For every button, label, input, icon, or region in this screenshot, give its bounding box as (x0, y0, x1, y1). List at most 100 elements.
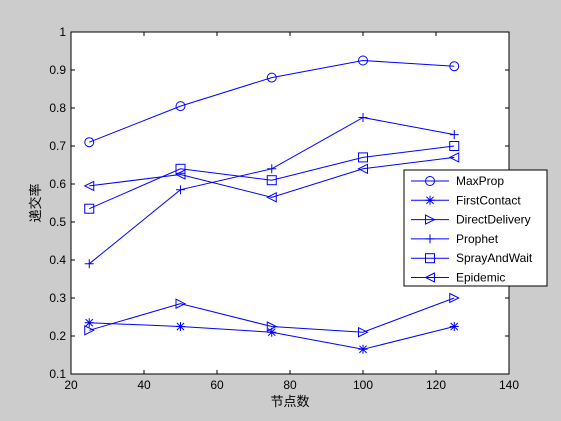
triangle-right-marker (358, 326, 369, 338)
plus-marker (267, 164, 277, 174)
legend-label: FirstContact (456, 193, 521, 207)
data-point (84, 137, 95, 148)
data-point (358, 326, 369, 338)
square-marker (449, 141, 460, 151)
y-tick-label: 0.7 (49, 139, 66, 153)
data-point (175, 298, 187, 310)
legend-entry-sprayandwait: SprayAndWait (411, 251, 533, 265)
data-point (449, 322, 459, 331)
square-marker (266, 175, 277, 186)
series-prophet (84, 113, 459, 269)
data-point (267, 164, 277, 174)
y-tick-label: 0.6 (49, 177, 66, 191)
data-point (266, 175, 277, 186)
circle-marker (84, 137, 95, 148)
y-tick-label: 0.5 (49, 215, 66, 229)
triangle-left-marker (266, 191, 277, 203)
data-point (449, 61, 460, 72)
data-point (357, 163, 368, 175)
asterisk-marker (425, 195, 435, 205)
asterisk-marker (176, 322, 185, 331)
data-point (175, 101, 186, 112)
data-point (358, 55, 368, 66)
asterisk-marker (449, 322, 459, 331)
data-point (449, 292, 460, 304)
legend-box (403, 169, 548, 287)
legend-label: SprayAndWait (456, 251, 533, 265)
square-marker (425, 253, 435, 264)
y-tick-label: 0.2 (49, 329, 66, 343)
series-maxprop (84, 55, 460, 148)
x-tick-label: 140 (499, 378, 519, 392)
asterisk-marker (358, 344, 368, 354)
plus-marker (449, 130, 459, 140)
legend-entry-maxprop: MaxProp (411, 174, 504, 188)
y-tick-label: 0.8 (49, 101, 66, 115)
x-axis-label: 节点数 (270, 394, 309, 409)
legend-label: Epidemic (456, 271, 505, 285)
legend-entry-directdelivery: DirectDelivery (411, 213, 531, 227)
legend: MaxProp FirstContact DirectDelivery Prophet… (403, 169, 548, 287)
data-point (176, 322, 185, 331)
square-marker (358, 152, 368, 163)
data-point (449, 130, 459, 140)
series-line-directdelivery (89, 297, 455, 333)
series-sprayandwait (84, 141, 460, 214)
legend-entry-firstcontact: FirstContact (411, 193, 521, 207)
circle-marker (266, 72, 277, 83)
y-tick-label: 1 (59, 25, 66, 39)
x-tick-label: 60 (210, 378, 224, 392)
series-line-sprayandwait (89, 145, 455, 210)
data-point (358, 152, 368, 163)
data-point (266, 321, 278, 332)
triangle-left-marker (174, 169, 186, 180)
triangle-right-marker (84, 324, 95, 336)
x-tick-label: 120 (426, 378, 446, 392)
legend-label: MaxProp (456, 174, 504, 188)
data-point (358, 344, 368, 354)
series-layer (83, 55, 460, 354)
triangle-right-marker (449, 292, 460, 304)
data-point (84, 259, 94, 269)
data-point (84, 203, 95, 214)
y-axis-label: 递交率 (28, 183, 43, 222)
triangle-right-marker (266, 321, 278, 332)
triangle-right-marker (425, 214, 436, 225)
y-tick-label: 0.1 (49, 367, 66, 381)
legend-label: DirectDelivery (456, 213, 531, 227)
triangle-left-marker (83, 180, 95, 192)
series-epidemic (83, 152, 460, 203)
series-firstcontact (84, 318, 459, 354)
series-line-maxprop (89, 59, 455, 143)
circle-marker (449, 61, 460, 72)
y-tick-label: 0.3 (49, 291, 66, 305)
triangle-left-marker (448, 152, 460, 163)
data-point (84, 318, 94, 328)
circle-marker (358, 55, 368, 66)
data-point (448, 152, 460, 163)
data-point (267, 327, 277, 337)
plus-marker (358, 113, 368, 122)
data-point (84, 324, 95, 336)
legend-entry-prophet: Prophet (411, 232, 499, 246)
asterisk-marker (267, 327, 277, 337)
triangle-left-marker (424, 272, 435, 283)
x-tick-label: 80 (283, 378, 297, 392)
asterisk-marker (84, 318, 94, 328)
x-tick-label: 100 (353, 378, 373, 392)
data-point (175, 163, 186, 174)
circle-marker (175, 101, 186, 112)
plus-marker (84, 259, 94, 269)
circle-marker (425, 176, 435, 186)
data-point (83, 180, 95, 192)
data-point (266, 191, 277, 203)
y-tick-label: 0.9 (49, 63, 66, 77)
x-tick-label: 20 (64, 378, 78, 392)
legend-label: Prophet (456, 232, 499, 246)
data-point (449, 141, 460, 151)
triangle-right-marker (175, 298, 187, 310)
y-tick-label: 0.4 (49, 253, 66, 267)
triangle-left-marker (357, 163, 368, 175)
x-tick-label: 40 (137, 378, 151, 392)
